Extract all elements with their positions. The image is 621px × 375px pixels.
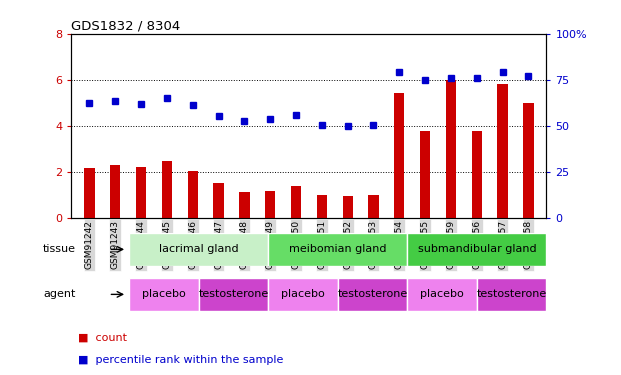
Text: meibomian gland: meibomian gland — [289, 244, 387, 254]
Text: ■  count: ■ count — [78, 333, 127, 342]
Text: testosterone: testosterone — [476, 290, 547, 299]
Text: placebo: placebo — [142, 290, 186, 299]
Bar — [343, 196, 353, 217]
Bar — [199, 278, 268, 311]
Bar — [407, 278, 477, 311]
Bar — [407, 232, 546, 266]
Bar — [471, 131, 482, 218]
Text: placebo: placebo — [420, 290, 464, 299]
Text: testosterone: testosterone — [338, 290, 408, 299]
Text: placebo: placebo — [281, 290, 325, 299]
Bar — [524, 103, 533, 218]
Bar — [394, 93, 404, 218]
Bar — [136, 167, 147, 218]
Bar — [129, 232, 268, 266]
Bar — [368, 195, 379, 217]
Text: ■  percentile rank within the sample: ■ percentile rank within the sample — [78, 355, 283, 365]
Bar — [110, 165, 120, 218]
Bar — [317, 195, 327, 217]
Bar — [420, 131, 430, 218]
Bar — [291, 186, 301, 218]
Bar — [497, 84, 508, 218]
Text: GDS1832 / 8304: GDS1832 / 8304 — [71, 20, 181, 33]
Bar — [84, 168, 94, 217]
Text: testosterone: testosterone — [199, 290, 269, 299]
Bar — [188, 171, 198, 217]
Bar — [268, 278, 338, 311]
Bar — [214, 183, 224, 218]
Bar — [239, 192, 250, 217]
Text: agent: agent — [43, 290, 76, 299]
Text: lacrimal gland: lacrimal gland — [159, 244, 238, 254]
Bar — [162, 161, 172, 218]
Bar — [338, 278, 407, 311]
Text: submandibular gland: submandibular gland — [418, 244, 537, 254]
Bar — [129, 278, 199, 311]
Bar — [446, 80, 456, 218]
Text: tissue: tissue — [43, 244, 76, 254]
Bar — [477, 278, 546, 311]
Bar — [265, 191, 275, 217]
Bar — [268, 232, 407, 266]
